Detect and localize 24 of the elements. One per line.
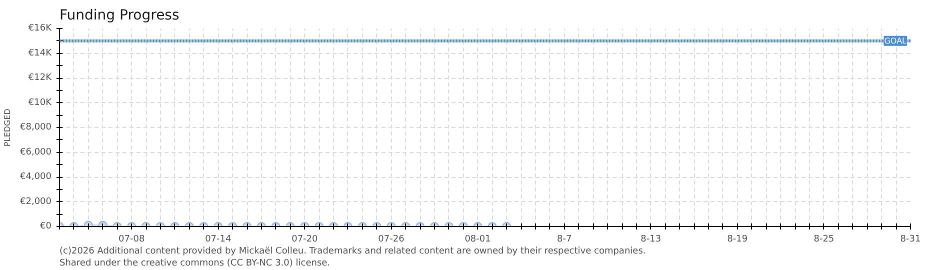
y-axis-title: PLEDGED: [3, 108, 12, 146]
chart-title: Funding Progress: [60, 8, 180, 24]
x-tick-label: 07-08: [118, 234, 145, 244]
y-tick-label: €6,000: [20, 147, 52, 158]
y-tick-label: €10K: [28, 98, 53, 108]
x-tick-label: 8-19: [727, 234, 748, 244]
text: Shared under the creative commons (CC BY-NC 3.0) license.: [60, 258, 330, 268]
y-tick-label: €16K: [28, 24, 53, 34]
y-tick-label: €0: [40, 222, 52, 232]
y-tick-label: €12K: [28, 73, 53, 83]
ref-line-label: GOAL: [884, 36, 908, 46]
x-tick-label: 08-01: [464, 234, 491, 244]
y-tick-label: €2,000: [20, 196, 52, 207]
y-tick-label: €4,000: [20, 172, 52, 182]
x-tick-label: 07-26: [378, 234, 405, 244]
x-tick-label: 8-13: [640, 234, 662, 244]
x-tick-label: 07-14: [205, 234, 232, 244]
y-tick-label: €8,000: [20, 122, 52, 132]
x-tick-label: 07-20: [292, 234, 318, 244]
y-tick-label: €14K: [28, 48, 53, 58]
x-tick-label: 8-31: [900, 234, 921, 244]
x-tick-label: 8-25: [814, 234, 834, 244]
x-tick-label: 8-7: [556, 234, 572, 244]
text: (c)2026 Additional content provided by Mickaël Colleu. Trademarks and related content are owned by their respective companies.: [60, 246, 646, 256]
